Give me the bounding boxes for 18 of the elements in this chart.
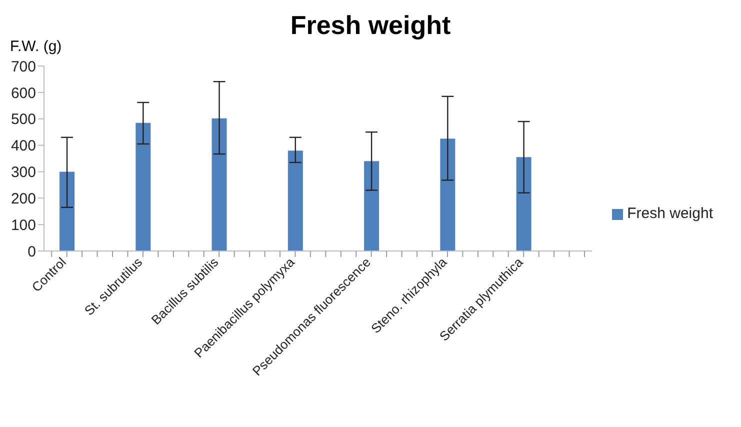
y-tick-label: 400: [10, 138, 36, 155]
y-tick-label: 600: [10, 84, 36, 102]
bar: [60, 172, 75, 251]
y-tick-label: 200: [10, 190, 36, 208]
bar: [136, 122, 151, 251]
y-tick-label: 500: [10, 111, 36, 128]
bar: [516, 157, 532, 251]
bar: [364, 161, 380, 251]
y-tick-label: 100: [10, 216, 36, 234]
y-axis-title: F.W. (g): [10, 38, 62, 55]
y-tick-label: 300: [10, 164, 36, 182]
y-tick-label: 700: [10, 58, 36, 76]
legend-label: Fresh weight: [627, 205, 713, 222]
bar: [288, 150, 303, 251]
bar: [440, 138, 456, 251]
y-tick-label: 0: [28, 243, 36, 260]
chart-title: Fresh weight: [290, 10, 451, 40]
bar: [212, 118, 227, 251]
